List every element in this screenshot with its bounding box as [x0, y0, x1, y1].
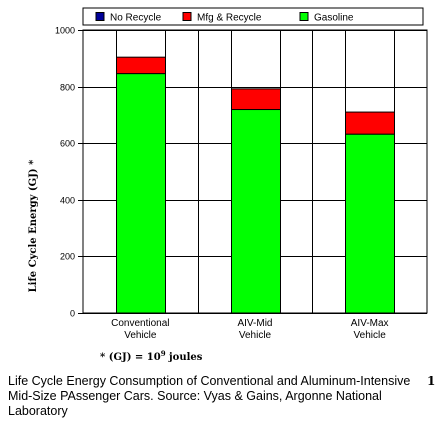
- legend-box: [82, 7, 424, 26]
- bar-segment-mfg-recycle: [231, 88, 281, 111]
- legend-label: Gasoline: [314, 13, 354, 24]
- legend-swatch: [182, 12, 192, 21]
- page-marker: 1: [427, 374, 436, 388]
- figure-caption: Life Cycle Energy Consumption of Convent…: [8, 374, 411, 418]
- y-tick-label: 200: [60, 252, 75, 262]
- unit-footnote: * (GJ) = 109 joules: [100, 349, 203, 364]
- x-axis-categories: Conventional Vehicle AIV-Mid Vehicle AIV-Max…: [111, 318, 388, 341]
- bar-segment-mfg-recycle: [345, 111, 395, 135]
- bar-segment-gasoline: [116, 73, 166, 314]
- life-cycle-energy-chart: 0 200 400 600 800 1000 Conventional Vehicle AIV…: [28, 7, 428, 364]
- legend: No Recycle Mfg & Recycle Gasoline: [82, 7, 424, 26]
- bars: [116, 56, 395, 314]
- x-category-label: Conventional Vehicle: [111, 318, 169, 341]
- x-category-label: AIV-Max Vehicle: [351, 318, 389, 341]
- bar-segment-gasoline: [345, 133, 395, 314]
- bar-segment-gasoline: [231, 109, 281, 314]
- legend-swatch: [95, 12, 105, 21]
- y-tick-label: 1000: [55, 26, 75, 36]
- legend-swatch: [299, 12, 309, 21]
- legend-label: No Recycle: [110, 13, 162, 24]
- bar-segment-mfg-recycle: [116, 56, 166, 75]
- y-tick-label: 0: [70, 309, 75, 319]
- y-axis: 0 200 400 600 800 1000: [55, 26, 83, 319]
- x-category-label: AIV-Mid Vehicle: [237, 318, 272, 341]
- legend-label: Mfg & Recycle: [197, 13, 262, 24]
- y-tick-label: 400: [60, 196, 75, 206]
- y-tick-label: 800: [60, 83, 75, 93]
- y-axis-label: Life Cycle Energy (GJ) *: [28, 159, 39, 293]
- y-tick-label: 600: [60, 139, 75, 149]
